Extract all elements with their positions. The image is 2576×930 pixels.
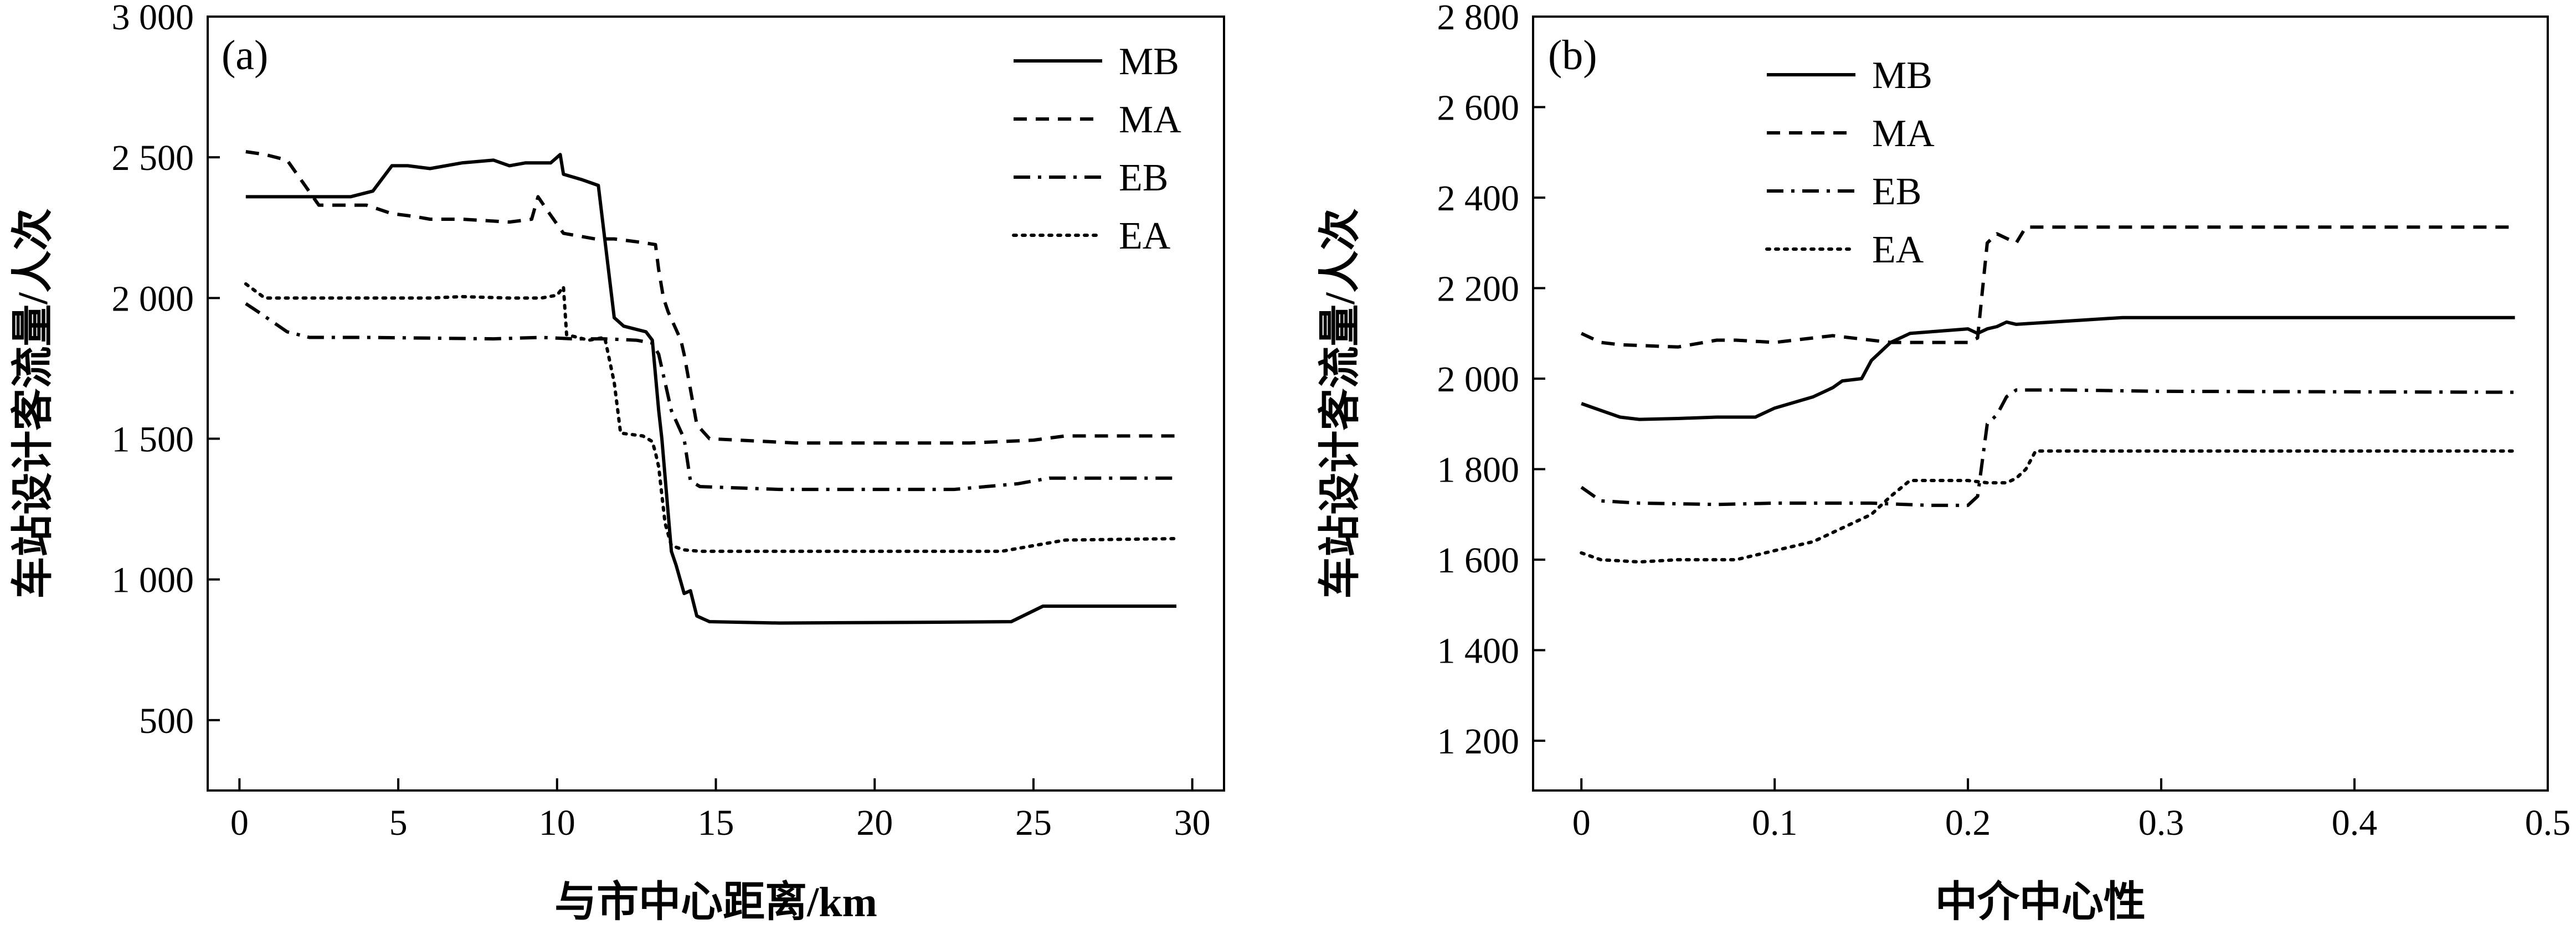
plot-frame-b [1532, 16, 2549, 792]
x-tick-label: 0 [1572, 803, 1591, 843]
y-tick-label: 1 600 [1437, 540, 1520, 581]
legend-label-mb: MB [1119, 40, 1179, 83]
legend-label-ma: MA [1119, 99, 1181, 141]
y-tick-label: 2 800 [1437, 0, 1520, 38]
y-tick-label: 2 600 [1437, 88, 1520, 128]
series-line-ma [1580, 225, 2515, 349]
y-tick-label: 1 400 [1437, 631, 1520, 671]
legend-b: MB MA EB EA [1765, 54, 1935, 271]
x-tick-label: 30 [1174, 803, 1211, 843]
y-tick-label: 2 400 [1437, 178, 1520, 219]
x-tick-label: 0.2 [1945, 803, 1991, 843]
x-axis-label: 与市中心距离/km [554, 879, 877, 926]
legend-a: MB MA EB EA [1012, 40, 1181, 257]
legend-label-mb: MB [1872, 54, 1932, 97]
panel-b: 0 0.1 0.2 0.3 0.4 0.5 1 200 1 400 1 600 1 800 2 00… [1317, 0, 2570, 926]
y-tick-label: 2 500 [112, 138, 194, 178]
series-line-eb [245, 302, 1176, 492]
y-tick-label: 3 000 [112, 0, 194, 38]
y-tick-label: 2 200 [1437, 269, 1520, 309]
y-tick-label: 500 [139, 701, 194, 741]
y-tick-label: 1 000 [112, 560, 194, 601]
series-line-mb [1581, 316, 2515, 421]
legend-label-ea: EA [1872, 229, 1924, 271]
x-tick-label: 0.5 [2525, 803, 2571, 843]
x-tick-label: 10 [539, 803, 575, 843]
series-line-ma [245, 150, 1176, 445]
legend-label-eb: EB [1119, 157, 1168, 199]
panel-a: 0 5 10 15 20 25 30 500 1 000 1 500 2 000 2 500 3 000… [10, 0, 1225, 926]
x-tick-label: 0.4 [2332, 803, 2378, 843]
series-line-ea [1580, 449, 2517, 564]
x-tick-label: 15 [698, 803, 734, 843]
y-tick-label: 2 000 [1437, 359, 1520, 400]
y-tick-label: 1 800 [1437, 450, 1520, 490]
x-tick-label: 5 [389, 803, 408, 843]
y-axis-label: 车站设计客流量/人次 [10, 208, 56, 598]
series-line-ea [244, 282, 1178, 553]
x-tick-label: 0 [230, 803, 249, 843]
y-tick-label: 2 000 [112, 278, 194, 319]
legend-label-eb: EB [1872, 170, 1921, 213]
x-tick-label: 20 [856, 803, 893, 843]
plot-frame-a [207, 16, 1225, 792]
series-line-mb [245, 153, 1176, 625]
x-tick-label: 0.1 [1752, 803, 1798, 843]
panel-label: (b) [1548, 32, 1597, 79]
y-axis-label: 车站设计客流量/人次 [1317, 208, 1364, 598]
panel-label: (a) [222, 32, 268, 79]
x-axis-label: 中介中心性 [1935, 879, 2146, 926]
y-tick-label: 1 500 [112, 420, 194, 460]
y-tick-label: 1 200 [1437, 721, 1520, 762]
series-line-eb [1580, 388, 2515, 507]
x-tick-label: 0.3 [2138, 803, 2184, 843]
legend-label-ma: MA [1872, 112, 1935, 155]
legend-label-ea: EA [1119, 215, 1171, 257]
x-tick-label: 25 [1015, 803, 1052, 843]
